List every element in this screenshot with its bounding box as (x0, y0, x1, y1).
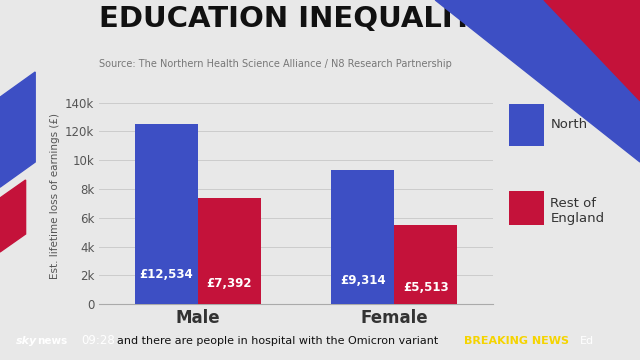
Text: £12,534: £12,534 (140, 268, 193, 281)
Bar (198, 198, 260, 304)
Bar (134, 123, 198, 304)
Text: £7,392: £7,392 (206, 277, 252, 291)
Text: £5,513: £5,513 (403, 281, 449, 294)
Bar (394, 225, 458, 304)
Y-axis label: Est. lifetime loss of earnings (£): Est. lifetime loss of earnings (£) (49, 113, 60, 279)
Text: sky: sky (16, 336, 37, 346)
Text: Rest of
England: Rest of England (550, 197, 605, 225)
Text: Source: The Northern Health Science Alliance / N8 Research Partnership: Source: The Northern Health Science Alli… (99, 59, 452, 69)
Bar (332, 170, 394, 304)
Text: £9,314: £9,314 (340, 274, 386, 287)
Text: Ed: Ed (580, 336, 594, 346)
Text: North: North (550, 118, 588, 131)
Text: 09:28: 09:28 (81, 334, 115, 347)
Text: BREAKING NEWS: BREAKING NEWS (464, 336, 570, 346)
Text: news: news (37, 336, 68, 346)
Text: and there are people in hospital with the Omicron variant: and there are people in hospital with th… (117, 336, 438, 346)
Text: EDUCATION INEQUALITY: EDUCATION INEQUALITY (99, 5, 494, 33)
